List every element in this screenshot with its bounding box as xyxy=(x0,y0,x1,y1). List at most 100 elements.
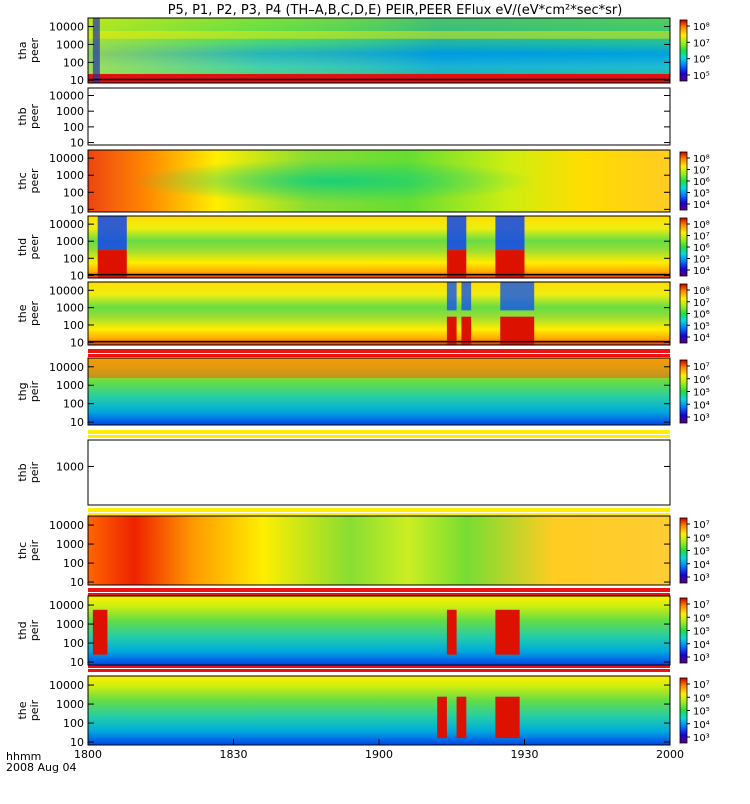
colorbar-label: 10⁸ xyxy=(693,22,710,33)
panel-frame xyxy=(87,357,671,426)
colorbar-label: 10⁷ xyxy=(693,362,710,373)
dropout xyxy=(446,216,467,251)
colorbar-label: 10⁷ xyxy=(693,680,710,691)
colorbar-label: 10⁶ xyxy=(693,177,710,188)
panel-label: thgpeir xyxy=(16,380,41,402)
colorbar-label: 10⁶ xyxy=(693,310,710,321)
low-energy-band xyxy=(88,74,670,83)
spectrogram-fill xyxy=(88,596,670,665)
colorbar xyxy=(679,597,688,664)
panel-label-line: peir xyxy=(28,539,41,561)
colorbar-label: 10⁷ xyxy=(693,232,710,243)
y-tick-label: 10000 xyxy=(49,679,84,692)
colorbar-label: 10⁴ xyxy=(693,333,710,344)
mode-bar xyxy=(88,513,670,516)
panel-label-line: tha xyxy=(16,41,29,59)
panel-label: thapeer xyxy=(16,38,41,64)
colorbar-label: 10³ xyxy=(693,653,710,664)
spectrogram-overlay xyxy=(88,18,670,83)
dropout xyxy=(461,282,472,311)
panel-label: thdpeir xyxy=(16,619,41,641)
panel-label-line: peir xyxy=(28,699,41,721)
colorbar xyxy=(679,151,688,211)
colorbar-label: 10⁷ xyxy=(693,38,710,49)
colorbar-label: 10⁵ xyxy=(693,707,710,718)
colorbar-label: 10⁵ xyxy=(693,255,710,266)
burst xyxy=(495,250,525,278)
panel-label-line: thb xyxy=(16,463,29,481)
dropout xyxy=(500,282,535,311)
burst xyxy=(446,609,457,655)
mode-bar xyxy=(88,588,670,592)
colorbar-label: 10⁸ xyxy=(693,220,710,231)
colorbar xyxy=(679,19,688,82)
y-tick-label: 10000 xyxy=(49,519,84,532)
y-tick-label: 1000 xyxy=(56,379,84,392)
panel-tha-peer: 10000 1000 100 10 thapeer 10⁸ 10⁷ 10⁶ 10⁵ xyxy=(16,17,710,87)
y-tick-label: 100 xyxy=(63,121,84,134)
burst xyxy=(461,316,472,345)
panel-label: thbpeer xyxy=(16,104,41,130)
panel-the-peir: 10000 1000 100 10 thepeir 10⁷ 10⁶ 10⁵ 10⁴ 10³ xyxy=(16,675,710,749)
panel-label-line: peir xyxy=(28,380,41,402)
mode-bar xyxy=(88,508,670,512)
panel-label-line: the xyxy=(16,701,29,719)
x-tick-label: 1800 xyxy=(74,748,102,761)
colorbar xyxy=(679,677,688,744)
burst xyxy=(92,609,108,655)
time-axis: 1800 1830 1900 1930 2000 xyxy=(74,739,684,761)
panel-label: thbpeir xyxy=(16,461,41,483)
colorbar-label: 10⁵ xyxy=(693,388,710,399)
y-tick-label: 100 xyxy=(63,252,84,265)
panel-label-line: peir xyxy=(28,619,41,641)
panel-label-line: peer xyxy=(28,234,41,260)
colorbar-label: 10⁶ xyxy=(693,693,710,704)
mode-bar xyxy=(88,430,670,434)
y-tick-label: 100 xyxy=(63,637,84,650)
colorbar-label: 10⁵ xyxy=(693,547,710,558)
y-tick-label: 100 xyxy=(63,557,84,570)
colorbar xyxy=(679,217,688,277)
panel-frame xyxy=(87,149,671,213)
panel-label: thdpeer xyxy=(16,234,41,260)
y-tick-label: 100 xyxy=(63,186,84,199)
colorbar-label: 10⁴ xyxy=(693,200,710,211)
colorbar xyxy=(679,283,688,344)
y-tick-label: 10 xyxy=(70,656,84,669)
colorbar-label: 10⁶ xyxy=(693,55,710,66)
spectrogram-fill xyxy=(88,676,670,745)
y-tick-label: 1000 xyxy=(56,460,84,473)
flux-band xyxy=(88,358,670,379)
y-tick-label: 100 xyxy=(63,398,84,411)
y-tick-label: 10 xyxy=(70,736,84,749)
colorbar-label: 10⁶ xyxy=(693,613,710,624)
panel-label-line: peer xyxy=(28,38,41,64)
dropout xyxy=(495,216,525,251)
y-tick-label: 10000 xyxy=(49,599,84,612)
date-label: 2008 Aug 04 xyxy=(6,761,76,774)
dropout xyxy=(446,282,457,311)
panel-thb-peer: 10000 1000 100 10 thbpeer xyxy=(16,87,671,150)
mode-bar xyxy=(88,593,670,596)
y-tick-label: 10 xyxy=(70,74,84,87)
panel-thd-peir: 10000 1000 100 10 thdpeir 10⁷ 10⁶ 10⁵ 10⁴ 10³ xyxy=(16,595,710,669)
y-tick-label: 10000 xyxy=(49,361,84,374)
colorbar-label: 10⁷ xyxy=(693,298,710,309)
y-tick-label: 10000 xyxy=(49,21,84,34)
spectrogram-fill xyxy=(88,516,670,585)
y-tick-label: 100 xyxy=(63,56,84,69)
panel-frame xyxy=(87,439,671,506)
panel-label: thcpeir xyxy=(16,539,41,561)
colorbar xyxy=(679,517,688,584)
colorbar-label: 10³ xyxy=(693,733,710,744)
y-tick-label: 1000 xyxy=(56,698,84,711)
mode-bar xyxy=(88,669,670,672)
spectrogram-overlay xyxy=(88,150,670,212)
burst xyxy=(495,609,520,655)
colorbar-label: 10⁷ xyxy=(693,520,710,531)
panel-frame xyxy=(87,87,671,146)
panel-frame xyxy=(87,215,671,279)
